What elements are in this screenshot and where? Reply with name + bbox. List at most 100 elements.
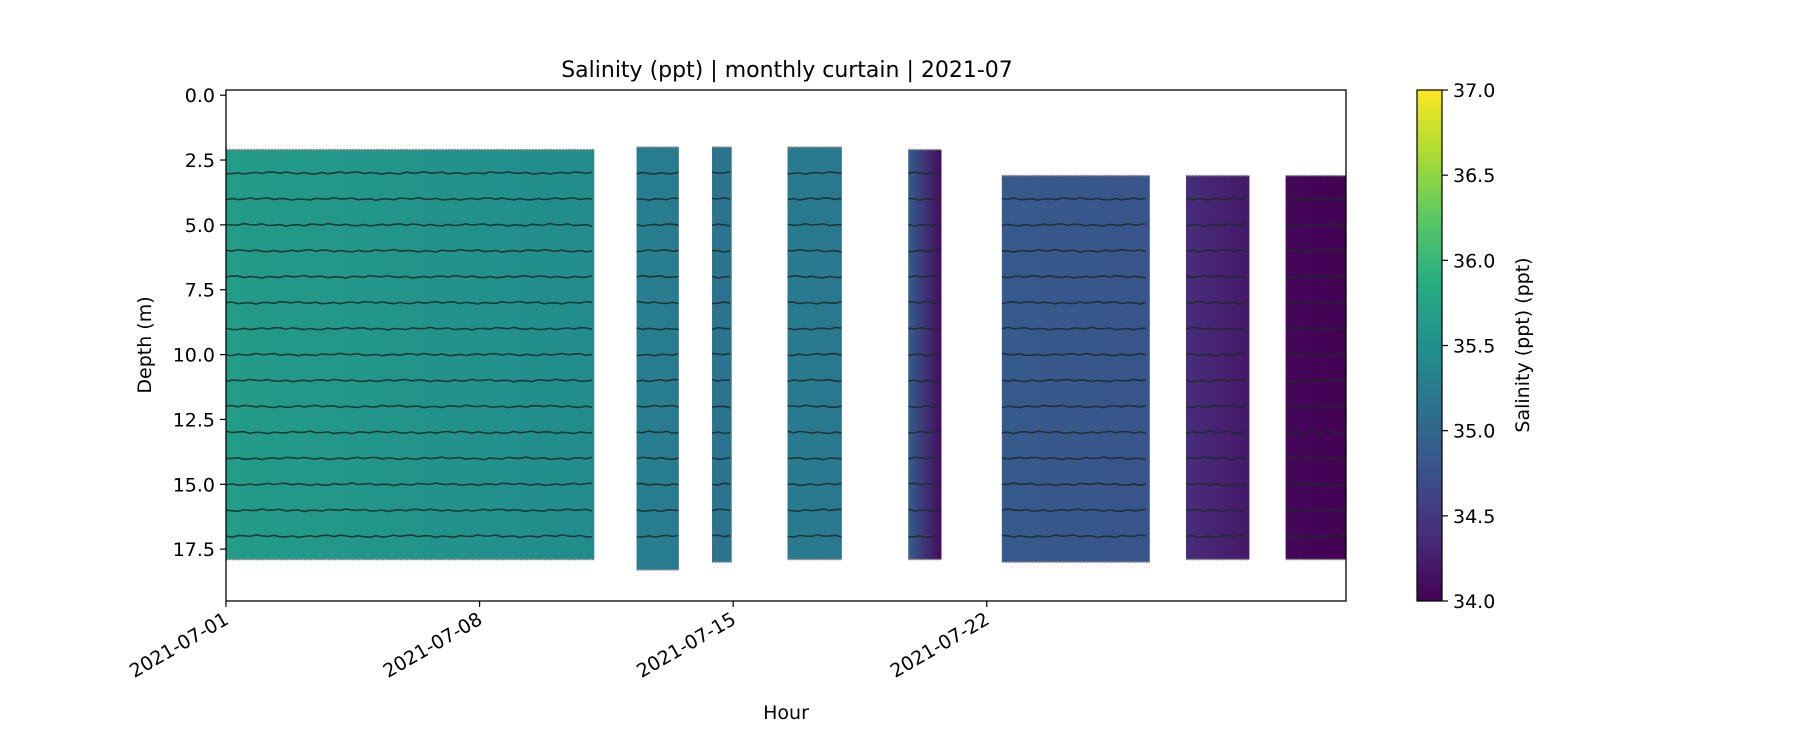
chart-title: Salinity (ppt) | monthly curtain | 2021-… xyxy=(561,58,1013,83)
y-tick-label: 0.0 xyxy=(185,85,215,107)
sensor-depth-line xyxy=(1185,249,1247,253)
sensor-depth-line xyxy=(787,404,842,409)
data-segment xyxy=(1001,175,1150,563)
sensor-depth-line xyxy=(787,326,842,331)
sensor-depth-line xyxy=(1285,404,1346,409)
sensor-depth-line xyxy=(787,534,842,538)
x-axis-ticks: 2021-07-01 2021-07-08 2021-07-15 2021-07-22 xyxy=(126,601,993,683)
y-tick-label: 12.5 xyxy=(173,409,215,431)
sensor-depth-line xyxy=(1001,508,1146,513)
sensor-depth-line xyxy=(1285,430,1346,435)
sensor-depth-line xyxy=(225,196,593,202)
data-segment xyxy=(1285,175,1346,560)
sensor-depth-line xyxy=(711,301,731,305)
data-segment xyxy=(1186,175,1250,560)
sensor-depth-line xyxy=(1285,197,1346,201)
sensor-depth-line xyxy=(636,223,679,227)
y-axis-label: Depth (m) xyxy=(134,296,156,393)
sensor-depth-line xyxy=(225,482,592,487)
sensor-depth-line xyxy=(636,404,679,408)
sensor-depth-line xyxy=(1185,326,1247,331)
sensor-depth-line xyxy=(787,378,842,383)
sensor-depth-line xyxy=(908,223,939,227)
sensor-depth-line xyxy=(1001,326,1146,331)
sensor-depth-line xyxy=(908,327,939,331)
sensor-depth-line xyxy=(636,378,679,383)
sensor-depth-line xyxy=(1285,300,1346,305)
y-tick-label: 17.5 xyxy=(173,539,215,561)
sensor-depth-line xyxy=(787,300,842,305)
colorbar-ticks: 34.0 34.5 35.0 35.5 36.0 36.5 37.0 xyxy=(1442,80,1495,613)
sensor-depth-line xyxy=(1185,430,1247,435)
sensor-depth-line xyxy=(1285,482,1346,487)
sensor-depth-line xyxy=(711,326,731,331)
sensor-depth-line xyxy=(636,508,679,513)
sensor-depth-line xyxy=(1285,326,1346,331)
sensor-depth-line xyxy=(908,456,939,460)
sensor-depth-line xyxy=(1001,378,1146,383)
sensor-depth-line xyxy=(636,197,679,202)
sensor-depth-line xyxy=(1285,534,1346,539)
sensor-depth-line xyxy=(908,534,939,539)
sensor-depth-line xyxy=(787,274,842,279)
sensor-depth-line xyxy=(225,170,593,176)
colorbar-tick-label: 35.0 xyxy=(1453,421,1495,443)
sensor-depth-line xyxy=(787,248,842,253)
sensor-depth-line xyxy=(908,300,939,304)
sensor-depth-line xyxy=(636,456,679,461)
y-axis-ticks: 0.0 2.5 5.0 7.5 10.0 12.5 15.0 17.5 xyxy=(173,85,226,561)
plot-frame xyxy=(225,89,1347,602)
sensor-depth-line xyxy=(226,456,593,461)
sensor-depth-line xyxy=(1285,378,1346,383)
sensor-depth-line xyxy=(1001,300,1146,305)
sensor-depth-line xyxy=(1185,222,1247,227)
sensor-depth-line xyxy=(1001,222,1146,227)
sensor-depth-line xyxy=(1185,378,1247,383)
sensor-depth-line xyxy=(711,405,731,409)
sensor-depth-line xyxy=(225,534,593,539)
sensor-depth-line xyxy=(908,171,939,175)
sensor-depth-line xyxy=(908,404,939,409)
sensor-depth-line xyxy=(1185,404,1247,409)
sensor-depth-line xyxy=(787,197,842,201)
sensor-depth-line xyxy=(1185,456,1247,461)
sensor-depth-line xyxy=(225,404,593,409)
colorbar-tick-label: 34.5 xyxy=(1453,506,1495,528)
sensor-depth-line xyxy=(908,353,939,357)
sensor-depth-line xyxy=(711,508,731,512)
sensor-depth-line xyxy=(1185,300,1247,305)
sensor-depth-line xyxy=(908,379,939,383)
sensor-depth-line xyxy=(787,482,842,487)
sensor-depth-line xyxy=(711,431,731,435)
sensor-depth-line xyxy=(225,378,593,383)
sensor-depth-line xyxy=(908,482,939,487)
sensor-depth-line xyxy=(1185,197,1247,201)
sensor-depth-line xyxy=(787,222,842,227)
colorbar-gradient xyxy=(1417,90,1442,601)
sensor-depth-line xyxy=(711,456,731,460)
sensor-depth-line xyxy=(1285,274,1346,279)
sensor-depth-line xyxy=(636,534,679,538)
sensor-depth-line xyxy=(711,534,731,538)
sensor-depth-line xyxy=(636,248,679,253)
sensor-depth-line xyxy=(225,274,593,279)
sensor-depth-line xyxy=(711,196,731,200)
y-tick-label: 10.0 xyxy=(173,345,215,367)
sensor-depth-line xyxy=(908,197,939,201)
sensor-depth-line xyxy=(1185,534,1247,539)
sensor-depth-line xyxy=(1186,352,1247,357)
sensor-depth-line xyxy=(1285,223,1346,227)
sensor-depth-line xyxy=(636,482,679,487)
colorbar-tick-label: 37.0 xyxy=(1453,80,1495,102)
sensor-depth-line xyxy=(1001,352,1146,357)
x-tick-label: 2021-07-15 xyxy=(633,608,740,682)
sensor-depth-line xyxy=(1285,248,1346,253)
sensor-depth-line xyxy=(225,222,593,227)
x-axis-label: Hour xyxy=(763,702,809,724)
x-tick-label: 2021-07-22 xyxy=(887,608,994,682)
y-tick-label: 15.0 xyxy=(173,474,215,496)
sensor-depth-line xyxy=(712,249,731,253)
sensor-depth-line xyxy=(1285,456,1346,461)
sensor-depth-line xyxy=(225,326,593,331)
sensor-depth-line xyxy=(1001,534,1146,539)
